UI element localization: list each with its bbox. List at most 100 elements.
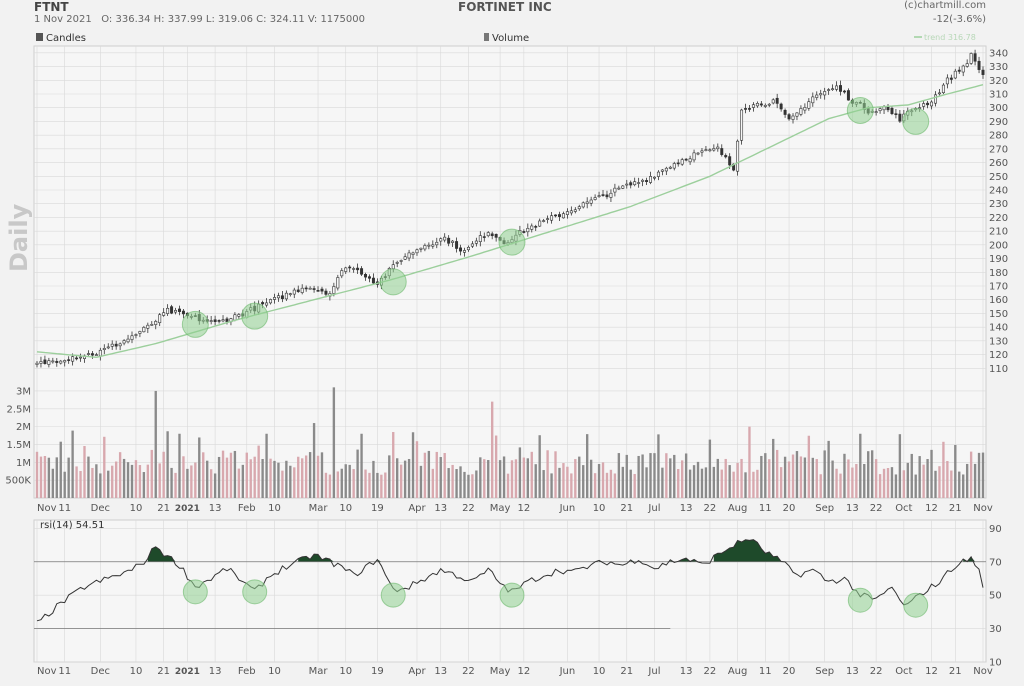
candle-body (561, 213, 565, 219)
candle-body (668, 166, 672, 169)
x-tick-label: Aug (728, 666, 748, 677)
volume-bar (95, 464, 98, 498)
candle-body (265, 302, 269, 306)
volume-bar (645, 467, 648, 498)
volume-bar (930, 449, 933, 498)
candle-body (605, 194, 609, 198)
candle-body (633, 181, 637, 186)
x-tick-label: 13 (680, 666, 693, 677)
x-tick-label: Sep (815, 503, 834, 514)
rsi-highlight-circle (182, 579, 208, 605)
candle-body (261, 302, 265, 305)
volume-bar (981, 452, 985, 498)
volume-bar (665, 453, 668, 498)
volume-bar (732, 471, 735, 498)
x-tick-label: Mar (309, 666, 329, 677)
candle-body (411, 252, 415, 255)
volume-bar (728, 465, 731, 498)
volume-bar (277, 462, 280, 498)
candle-body (459, 247, 463, 252)
price-tick-label: 120 (989, 350, 1008, 361)
volume-bar (918, 456, 921, 498)
candle-body (973, 53, 977, 62)
volume-bar (146, 464, 150, 498)
candle-body (930, 101, 934, 107)
candle-body (332, 286, 336, 294)
candles-legend-icon (36, 33, 43, 41)
volume-bar (684, 453, 688, 498)
volume-bar (621, 466, 624, 498)
candle-body (775, 97, 779, 104)
volume-bar (910, 453, 913, 498)
candle-body (839, 85, 842, 92)
volume-bar (154, 390, 157, 498)
x-tick-label: 22 (462, 503, 475, 514)
candle-body (225, 318, 229, 322)
volume-bar (312, 423, 316, 498)
volume-bar (392, 432, 395, 498)
x-tick-label: 2021 (175, 667, 200, 677)
candle-body (284, 292, 288, 300)
price-change: -12(-3.6%) (932, 14, 986, 25)
price-tick-label: 300 (989, 103, 1008, 114)
price-highlight-circle (498, 228, 526, 256)
candle-body (391, 264, 395, 270)
candle-body (740, 109, 744, 141)
x-tick-label: Dec (91, 666, 110, 677)
volume-bar (867, 451, 870, 498)
x-tick-label: Jul (647, 666, 660, 677)
rsi-tick-label: 90 (989, 524, 1002, 535)
volume-bar (922, 464, 925, 498)
x-tick-label: 11 (58, 666, 71, 677)
volume-bar (657, 434, 660, 498)
volume-bar (245, 452, 248, 498)
candle-body (569, 210, 573, 214)
x-tick-label: Oct (895, 666, 912, 677)
price-tick-label: 200 (989, 240, 1008, 251)
company-name: FORTINET INC (458, 0, 552, 14)
price-tick-label: 280 (989, 131, 1008, 142)
rsi-highlight-circle (242, 579, 268, 605)
price-tick-label: 150 (989, 309, 1008, 320)
volume-bar (483, 459, 486, 498)
rsi-tick-label: 50 (989, 591, 1002, 602)
volume-bar (439, 457, 442, 498)
volume-bar (542, 470, 545, 498)
x-tick-label: 10 (130, 666, 143, 677)
volume-bar (419, 465, 423, 498)
volume-bar (75, 466, 78, 498)
candles-legend: Candles (46, 33, 86, 44)
volume-bar (63, 471, 66, 498)
volume-bar (752, 471, 755, 498)
price-tick-label: 210 (989, 227, 1008, 238)
volume-bar (530, 451, 533, 498)
candle-body (724, 155, 728, 158)
candle-body (937, 92, 941, 95)
volume-bar (336, 471, 340, 498)
candle-body (688, 158, 692, 163)
candle-body (712, 148, 716, 151)
volume-bar (522, 457, 526, 498)
candle-body (276, 295, 280, 299)
rsi-tick-label: 10 (989, 658, 1002, 669)
price-tick-label: 130 (989, 336, 1008, 347)
volume-bar (182, 456, 185, 498)
candle-body (134, 334, 138, 336)
x-tick-label: 10 (593, 503, 606, 514)
rsi-highlight-circle (847, 587, 873, 613)
candle-body (953, 70, 957, 79)
volume-bar (760, 455, 763, 498)
candle-body (981, 69, 985, 75)
x-tick-label: Feb (238, 503, 256, 514)
volume-bar (847, 459, 850, 498)
x-tick-label: 21 (157, 503, 170, 514)
volume-bar (641, 454, 644, 498)
volume-bar (427, 450, 431, 498)
x-tick-label: 10 (339, 666, 352, 677)
volume-bar (708, 439, 712, 498)
volume-bar (111, 465, 114, 498)
volume-bar (59, 441, 62, 498)
candle-body (304, 287, 308, 290)
price-tick-label: 340 (989, 48, 1008, 59)
